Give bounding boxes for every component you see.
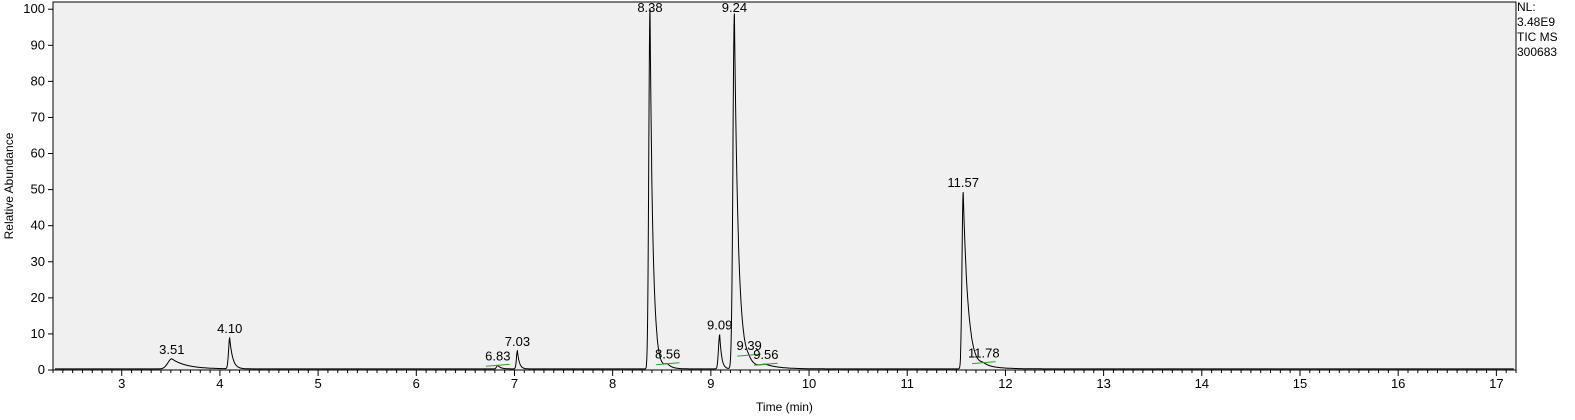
x-tick-label: 5 — [314, 376, 321, 391]
peak-label: 8.56 — [655, 347, 680, 362]
x-tick-label: 7 — [511, 376, 518, 391]
x-axis-title: Time (min) — [756, 400, 813, 414]
peak-label: 9.09 — [707, 318, 732, 333]
plot-area — [52, 1, 1517, 371]
y-tick-label: 60 — [31, 146, 45, 161]
y-tick-label: 50 — [31, 182, 45, 197]
peak-label: 9.39 — [736, 338, 761, 353]
info-line-file: 300683 — [1517, 45, 1557, 59]
x-tick-label: 17 — [1489, 376, 1503, 391]
baseline-markers — [485, 353, 996, 367]
y-tick-label: 80 — [31, 73, 45, 88]
peak-label: 11.57 — [947, 175, 979, 190]
x-tick-label: 10 — [802, 376, 816, 391]
baseline-marker — [971, 361, 996, 365]
x-tick-label: 3 — [118, 376, 125, 391]
baseline-marker — [754, 362, 778, 366]
baseline-marker — [485, 363, 510, 367]
tic-trace — [55, 8, 1514, 370]
peak-label: 8.38 — [637, 0, 662, 15]
y-tick-label: 10 — [31, 326, 45, 341]
x-tick-label: 8 — [609, 376, 616, 391]
x-tick-label: 12 — [998, 376, 1012, 391]
peak-label: 9.56 — [753, 347, 778, 362]
x-axis: 3 4 5 6 7 8 9 10 11 12 13 14 15 16 17 — [52, 369, 1517, 391]
y-tick-label: 0 — [38, 362, 45, 377]
y-tick-label: 20 — [31, 290, 45, 305]
x-tick-label: 11 — [900, 376, 914, 391]
y-tick-label: 100 — [23, 1, 45, 16]
peak-label: 6.83 — [485, 348, 510, 363]
y-axis: 0 10 20 30 40 50 60 70 80 90 100 — [23, 1, 54, 377]
y-tick-label: 90 — [31, 37, 45, 52]
peak-label: 7.03 — [505, 334, 530, 349]
info-line-scan: TIC MS — [1517, 30, 1558, 44]
y-tick-label: 40 — [31, 218, 45, 233]
x-tick-label: 16 — [1391, 376, 1405, 391]
y-tick-label: 30 — [31, 254, 45, 269]
info-line-nl: NL: — [1517, 0, 1536, 14]
y-axis-title: Relative Abundance — [2, 132, 16, 239]
peak-label: 9.24 — [722, 0, 747, 15]
x-tick-label: 13 — [1096, 376, 1110, 391]
baseline-marker — [655, 362, 680, 366]
baseline-marker — [737, 353, 761, 357]
x-tick-label: 9 — [707, 376, 714, 391]
peak-labels: 3.51 4.10 6.837.03 8.38 8.56 9.09 9.24 9.399.56… — [159, 0, 999, 363]
x-tick-label: 15 — [1293, 376, 1307, 391]
x-tick-label: 14 — [1195, 376, 1209, 391]
info-block: NL: 3.48E9 TIC MS 300683 — [1517, 0, 1558, 59]
info-line-value: 3.48E9 — [1517, 15, 1555, 29]
peak-label: 4.10 — [217, 321, 242, 336]
y-tick-label: 70 — [31, 109, 45, 124]
x-tick-label: 6 — [413, 376, 420, 391]
peak-label: 3.51 — [159, 342, 184, 357]
x-tick-label: 4 — [216, 376, 223, 391]
peak-label: 11.78 — [968, 346, 1000, 361]
